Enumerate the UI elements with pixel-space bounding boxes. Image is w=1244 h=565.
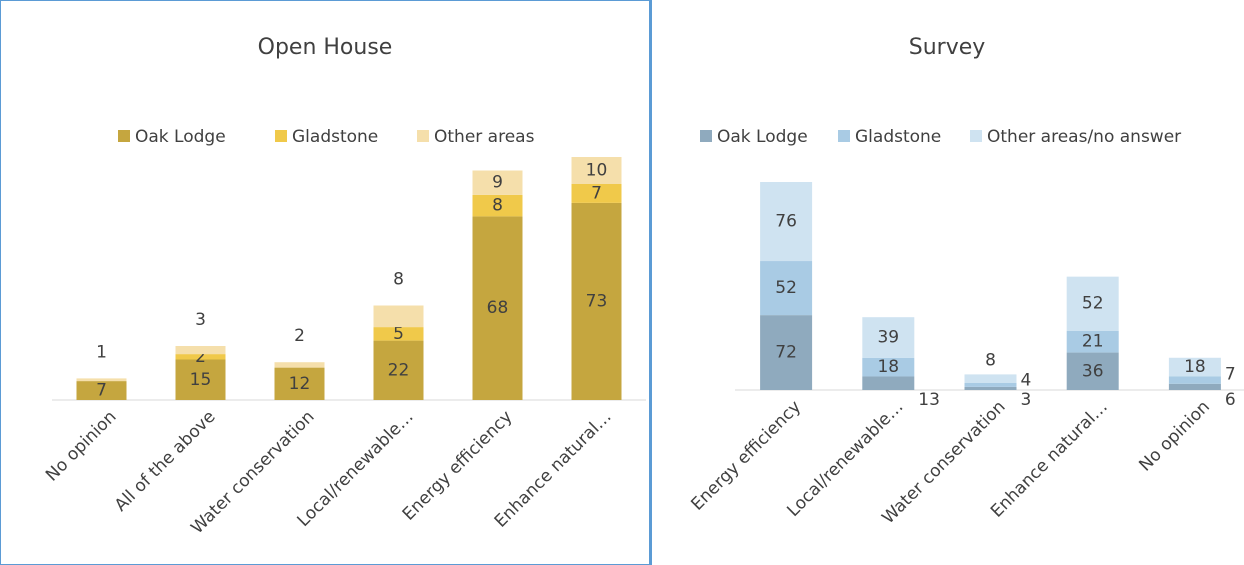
data-label: 36 (1082, 361, 1104, 381)
data-label: 76 (775, 212, 797, 232)
bar-segment (373, 327, 424, 341)
data-label: 6 (1225, 390, 1236, 410)
x-tick-label: All of the above (111, 407, 220, 516)
bar-segment (472, 170, 523, 195)
chart-title: Survey (909, 35, 986, 60)
data-label: 2 (195, 347, 206, 367)
bar-segment (1066, 330, 1119, 353)
bar-segment (964, 386, 1017, 390)
legend-swatch (970, 130, 982, 142)
bar-segment (760, 182, 813, 262)
bar-segment (1066, 352, 1119, 390)
legend-label: Gladstone (855, 127, 941, 147)
legend-swatch (275, 130, 287, 142)
data-label: 8 (985, 350, 996, 370)
legend-label: Oak Lodge (717, 127, 808, 147)
bar-segment (862, 357, 915, 377)
legend-swatch (700, 130, 712, 142)
data-label: 8 (492, 196, 503, 216)
data-label: 13 (918, 390, 940, 410)
bar-segment (373, 305, 424, 328)
data-label: 39 (877, 327, 899, 347)
x-tick-label: No opinion (1135, 397, 1214, 476)
data-label: 12 (289, 374, 311, 394)
bar-segment (1168, 357, 1221, 377)
bar-segment (1168, 383, 1221, 390)
data-label: 7 (591, 183, 602, 203)
bar-segment (175, 354, 226, 360)
bar-segment (571, 184, 622, 203)
data-label: 7 (96, 381, 107, 401)
x-tick-label: Enhance natural… (987, 397, 1112, 522)
bar-segment (274, 362, 325, 368)
bar-segment (1066, 276, 1119, 331)
data-label: 9 (492, 173, 503, 193)
legend-label: Other areas/no answer (987, 127, 1181, 147)
bar-segment (571, 202, 622, 400)
data-label: 15 (190, 370, 212, 390)
chart-title: Open House (258, 35, 393, 60)
legend-swatch (838, 130, 850, 142)
legend-label: Other areas (434, 127, 535, 147)
bar-segment (760, 315, 813, 390)
data-label: 68 (487, 298, 509, 318)
bar-segment (76, 381, 127, 400)
bar-segment (472, 194, 523, 217)
data-label: 7 (1225, 364, 1236, 384)
x-tick-label: Energy efficiency (687, 397, 805, 515)
x-tick-label: No opinion (42, 407, 121, 486)
bar-segment (1168, 376, 1221, 384)
x-tick-label: Energy efficiency (399, 407, 517, 525)
data-label: 3 (1021, 390, 1032, 410)
bar-segment (862, 317, 915, 358)
bar-segment (472, 216, 523, 400)
bar-segment (175, 346, 226, 355)
legend-label: Gladstone (292, 127, 378, 147)
data-label: 72 (775, 343, 797, 363)
bar-segment (571, 157, 622, 184)
bar-segment (964, 374, 1017, 383)
data-label: 2 (294, 326, 305, 346)
data-label: 4 (1021, 371, 1032, 391)
legend-swatch (118, 130, 130, 142)
data-label: 8 (393, 270, 404, 290)
data-label: 22 (388, 360, 410, 380)
data-label: 52 (1082, 294, 1104, 314)
bar-segment (274, 367, 325, 400)
bar-segment (862, 376, 915, 390)
bar-segment (964, 382, 1017, 387)
data-label: 1 (96, 342, 107, 362)
legend-label: Oak Lodge (135, 127, 226, 147)
bar-segment (76, 378, 127, 382)
bar-segment (373, 340, 424, 400)
bar-segment (760, 261, 813, 316)
data-label: 52 (775, 278, 797, 298)
data-label: 18 (877, 357, 899, 377)
bar-segment (175, 359, 226, 400)
data-label: 73 (586, 291, 608, 311)
data-label: 3 (195, 310, 206, 330)
data-label: 18 (1184, 357, 1206, 377)
data-label: 10 (586, 161, 608, 181)
legend-swatch (417, 130, 429, 142)
data-label: 21 (1082, 332, 1104, 352)
data-label: 5 (393, 324, 404, 344)
